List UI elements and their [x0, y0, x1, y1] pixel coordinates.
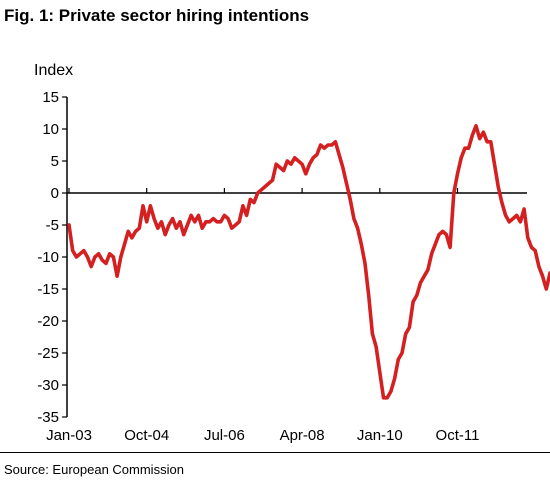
x-tick-label: Apr-08 — [280, 427, 325, 444]
y-tick-label: -5 — [46, 217, 59, 234]
y-tick-label: -20 — [37, 313, 59, 330]
y-axis-label: Index — [34, 62, 74, 79]
y-tick-label: 0 — [51, 185, 59, 202]
y-tick-label: -25 — [37, 345, 59, 362]
footer-divider — [0, 452, 550, 453]
y-tick-label: -15 — [37, 281, 59, 298]
x-tick-label: Jan-03 — [46, 427, 92, 444]
y-tick-label: -30 — [37, 377, 59, 394]
y-tick-label: 10 — [42, 121, 59, 138]
source-note: Source: European Commission — [4, 462, 184, 477]
y-tick-label: -10 — [37, 249, 59, 266]
y-tick-label: -35 — [37, 409, 59, 426]
x-tick-label: Jan-10 — [357, 427, 403, 444]
y-axis: 15 10 5 0 -5 -10 -15 -20 -25 -30 -35 — [37, 89, 68, 426]
series-group — [67, 124, 550, 400]
chart-title: Fig. 1: Private sector hiring intentions — [4, 6, 310, 25]
x-axis: Jan-03 Oct-04 Jul-06 Apr-08 Jan-10 Oct-11 — [46, 188, 527, 444]
series-line — [67, 124, 550, 400]
x-tick-label: Oct-04 — [124, 427, 169, 444]
y-tick-label: 5 — [51, 153, 59, 170]
x-tick-label: Jul-06 — [204, 427, 245, 444]
y-tick-label: 15 — [42, 89, 59, 106]
x-tick-label: Oct-11 — [436, 427, 480, 444]
